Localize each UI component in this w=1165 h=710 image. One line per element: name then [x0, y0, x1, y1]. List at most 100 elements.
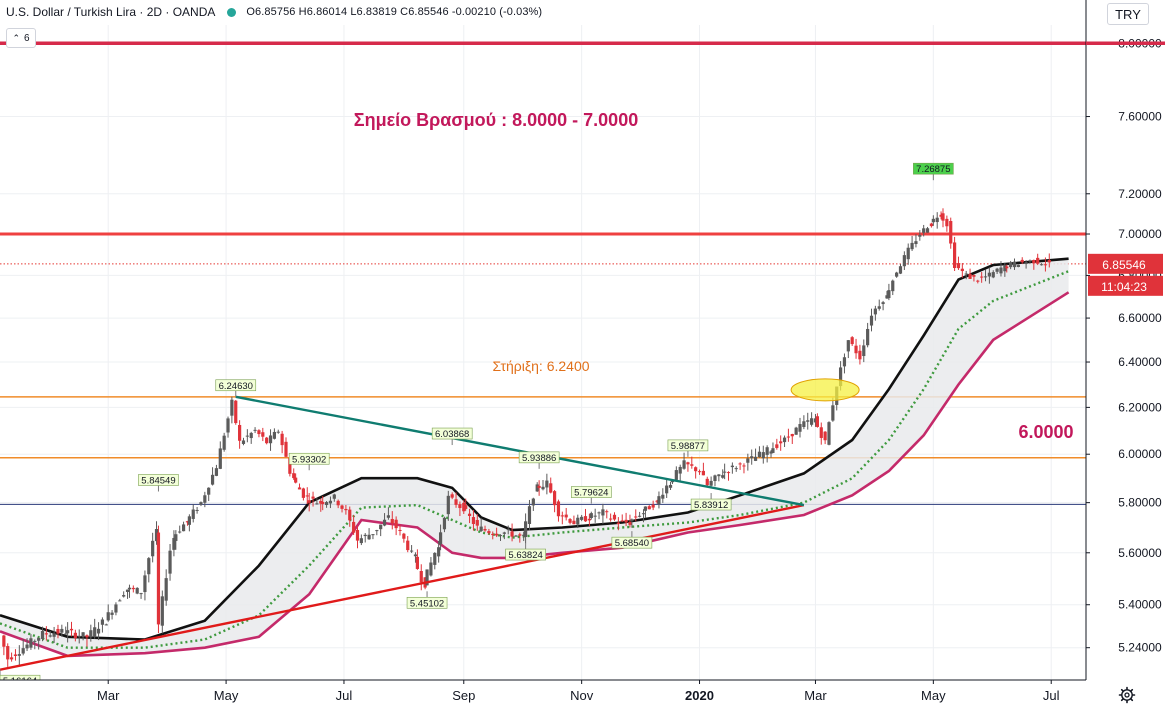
- candle-body: [771, 448, 775, 453]
- indicators-toggle[interactable]: ⌃ 6: [6, 28, 36, 48]
- candle-body: [114, 604, 118, 613]
- gear-icon[interactable]: [1118, 686, 1136, 704]
- candle-body: [6, 646, 10, 660]
- candle-body: [717, 474, 721, 477]
- candle-body: [531, 498, 535, 506]
- candle-body: [394, 519, 398, 529]
- candle-body: [999, 267, 1003, 274]
- candle-body: [891, 280, 895, 292]
- candle-body: [742, 465, 746, 467]
- candle-body: [657, 496, 661, 505]
- candle-body: [798, 424, 802, 432]
- candle-body: [249, 432, 253, 439]
- candle-body: [437, 547, 441, 557]
- countdown-tag: [1088, 275, 1163, 296]
- candle-body: [359, 538, 363, 544]
- candle-body: [960, 268, 964, 272]
- candle-body: [576, 517, 580, 525]
- candle-body: [382, 519, 387, 526]
- candle-body: [651, 504, 655, 508]
- trendline-rising-support: [0, 503, 805, 671]
- candle-body: [945, 218, 949, 227]
- candle-body: [458, 504, 462, 509]
- price-label-box: [215, 379, 257, 392]
- candle-body: [628, 521, 632, 525]
- candle-body: [491, 533, 495, 536]
- y-axis-panel: [1086, 0, 1165, 710]
- candle-body: [245, 435, 249, 437]
- candle-body: [726, 472, 731, 474]
- candle-body: [956, 263, 961, 269]
- candle-body: [709, 480, 713, 486]
- candle-body: [64, 633, 68, 635]
- price-label: 5.63824: [505, 543, 546, 561]
- trendline-falling-resistance: [235, 395, 805, 507]
- candle-body: [17, 654, 21, 656]
- candle-body: [506, 529, 510, 531]
- candle-body: [164, 578, 168, 601]
- candle-body: [127, 587, 132, 590]
- candle-body: [187, 516, 191, 525]
- candle-body: [877, 306, 881, 309]
- chart-background: [0, 25, 1086, 680]
- price-label-box: [611, 536, 653, 549]
- candle-body: [941, 213, 945, 221]
- candle-body: [983, 276, 988, 278]
- candle-body: [402, 533, 406, 539]
- candle-body: [230, 399, 234, 416]
- candle-body: [589, 513, 593, 519]
- price-label: 5.93302: [288, 452, 330, 471]
- price-label-box: [913, 162, 954, 175]
- candle-body: [1020, 259, 1024, 263]
- candle-body: [106, 612, 110, 621]
- symbol-title[interactable]: U.S. Dollar / Turkish Lira · 2D · OANDA: [6, 5, 216, 19]
- price-label: 5.83912: [690, 493, 732, 511]
- candle-body: [819, 427, 823, 438]
- candle-body: [518, 534, 522, 536]
- price-label: 6.24630: [215, 379, 257, 397]
- candle-body: [218, 448, 222, 469]
- candle-body: [371, 534, 375, 536]
- candle-body: [386, 515, 391, 518]
- annotation-level: 6.0000: [1018, 422, 1073, 442]
- chevron-up-icon: ⌃: [12, 32, 20, 43]
- candle-body: [288, 457, 292, 474]
- candle-body: [972, 274, 976, 277]
- price-label-text: 6.03868: [435, 429, 469, 440]
- price-label: 7.26875: [913, 162, 954, 181]
- candle-body: [33, 640, 37, 642]
- candle-body: [185, 521, 190, 523]
- candle-body: [705, 478, 709, 486]
- black-ma-line: [0, 257, 1069, 641]
- candle-body: [697, 471, 702, 473]
- candle-body: [634, 516, 638, 518]
- candle-body: [390, 518, 394, 524]
- candle-body: [305, 495, 309, 497]
- candle-body: [462, 502, 466, 512]
- candle-body: [442, 517, 447, 530]
- candle-body: [301, 488, 305, 498]
- y-tick-label: 5.60000: [1118, 546, 1162, 560]
- candle-body: [910, 242, 914, 250]
- candle-body: [929, 223, 934, 227]
- candle-body: [746, 458, 750, 463]
- candle-body: [624, 519, 628, 523]
- candle-body: [750, 456, 754, 459]
- candle-body: [609, 518, 613, 520]
- candle-body: [425, 569, 429, 586]
- currency-button[interactable]: TRY: [1107, 3, 1149, 25]
- candle-body: [415, 556, 419, 569]
- candle-body: [340, 505, 344, 509]
- candle-body: [40, 631, 45, 639]
- candle-body: [160, 596, 164, 626]
- candle-body: [238, 424, 242, 441]
- price-label-text: 7.26875: [916, 164, 950, 175]
- candle-body: [154, 528, 159, 542]
- candle-body: [1036, 257, 1040, 264]
- candle-body: [89, 630, 93, 638]
- candle-body: [73, 632, 77, 638]
- candle-body: [549, 483, 553, 493]
- candle-body: [222, 435, 226, 450]
- candle-body: [151, 540, 155, 557]
